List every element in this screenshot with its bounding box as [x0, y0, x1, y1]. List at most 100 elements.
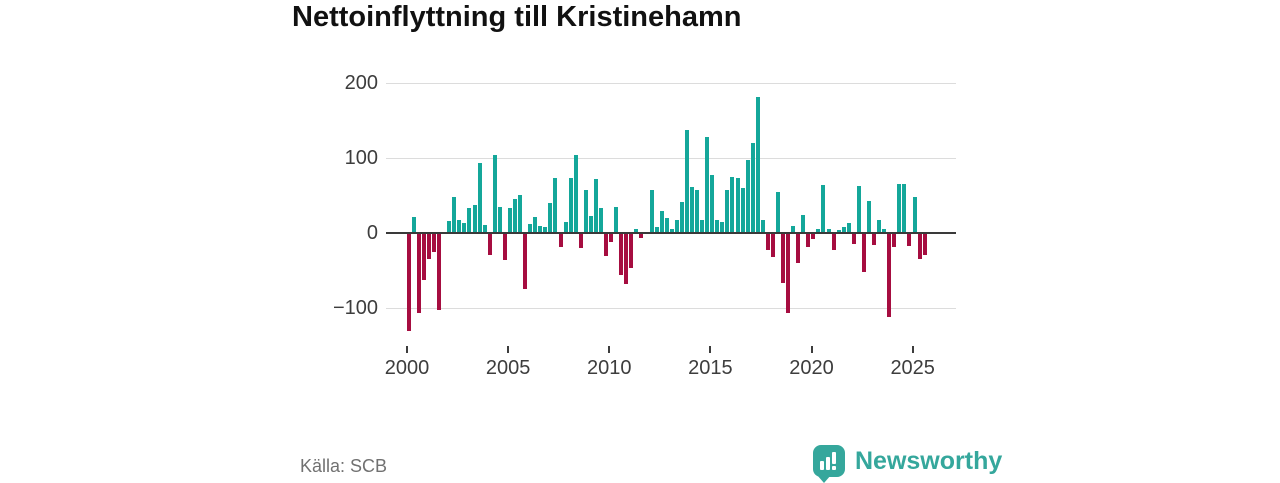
x-tick-mark	[709, 346, 712, 353]
bar	[775, 191, 780, 233]
bar	[598, 208, 603, 233]
bar	[841, 227, 846, 233]
x-tick-mark	[911, 346, 914, 353]
bar	[462, 222, 467, 233]
gridline	[386, 308, 956, 309]
bar	[604, 233, 609, 257]
bar	[892, 233, 897, 248]
bar	[821, 185, 826, 233]
bar	[614, 206, 619, 233]
bar	[568, 177, 573, 233]
y-tick-label: 0	[366, 222, 378, 244]
bar	[497, 206, 502, 233]
bar	[902, 183, 907, 233]
bar	[816, 229, 821, 233]
bar	[583, 190, 588, 233]
bar	[917, 233, 922, 259]
source-label: Källa: SCB	[300, 456, 388, 476]
bar	[523, 233, 528, 289]
bar	[770, 233, 775, 257]
bar	[457, 220, 462, 233]
x-tick-mark	[406, 346, 408, 353]
bar	[543, 227, 548, 233]
bar	[745, 160, 750, 233]
bar	[548, 203, 553, 233]
bar	[720, 221, 725, 233]
bar	[482, 224, 487, 233]
bar	[887, 233, 892, 317]
bar	[467, 207, 472, 233]
bar	[528, 224, 533, 233]
x-tick-label: 2005	[485, 357, 531, 379]
bar	[502, 233, 507, 260]
bar	[866, 200, 871, 233]
bar	[629, 233, 634, 269]
bar	[406, 233, 411, 331]
bar	[735, 178, 740, 233]
bar	[791, 226, 796, 233]
bar	[437, 233, 442, 311]
bar	[760, 220, 765, 233]
bar	[654, 227, 659, 233]
bar	[669, 228, 674, 233]
y-tick-label: 200	[344, 72, 378, 94]
bar	[573, 155, 578, 233]
bar	[851, 233, 856, 244]
bar	[512, 198, 517, 233]
bar	[518, 194, 523, 233]
bar	[877, 219, 882, 233]
bar	[907, 233, 912, 246]
gridline	[386, 83, 956, 84]
x-tick-label: 2015	[688, 357, 733, 379]
newsworthy-logo: Newsworthy	[813, 442, 1002, 483]
x-tick-label: 2025	[890, 357, 935, 379]
y-tick-label: −100	[332, 297, 378, 319]
x-tick-mark	[608, 346, 611, 353]
bar	[664, 218, 669, 233]
bar	[796, 233, 801, 263]
bar	[558, 233, 563, 247]
bar	[882, 229, 887, 233]
bar	[700, 220, 705, 233]
bar	[679, 201, 684, 233]
bar	[801, 215, 806, 233]
bar	[578, 233, 583, 248]
newsworthy-bubble-chart-icon	[813, 445, 845, 483]
bar	[705, 137, 710, 233]
bar	[477, 162, 482, 233]
bar	[695, 189, 700, 233]
bar	[432, 233, 437, 252]
bar	[922, 233, 927, 255]
x-tick-mark	[810, 346, 813, 353]
bar	[725, 190, 730, 233]
bar	[416, 233, 421, 314]
bar	[684, 130, 689, 233]
bar	[593, 179, 598, 233]
bar	[427, 233, 432, 259]
bar	[836, 230, 841, 233]
bar	[674, 219, 679, 233]
bar	[553, 178, 558, 233]
bar	[452, 197, 457, 233]
bar	[533, 216, 538, 233]
bar	[619, 233, 624, 275]
bar	[624, 233, 629, 284]
bar	[856, 185, 861, 233]
chart-title: Nettoinflyttning till Kristinehamn	[292, 1, 742, 33]
bar	[649, 189, 654, 233]
bar	[861, 233, 866, 272]
x-tick-label: 2020	[789, 357, 834, 379]
bar	[538, 226, 543, 233]
bar	[447, 221, 452, 233]
bar	[811, 233, 816, 239]
bar	[507, 208, 512, 233]
x-tick-mark	[507, 346, 510, 353]
bar	[755, 97, 760, 233]
bar	[750, 143, 755, 233]
bar	[806, 233, 811, 247]
speech-bubble-tail	[817, 475, 831, 483]
bar	[563, 221, 568, 233]
bar	[421, 233, 426, 280]
bar	[897, 184, 902, 233]
